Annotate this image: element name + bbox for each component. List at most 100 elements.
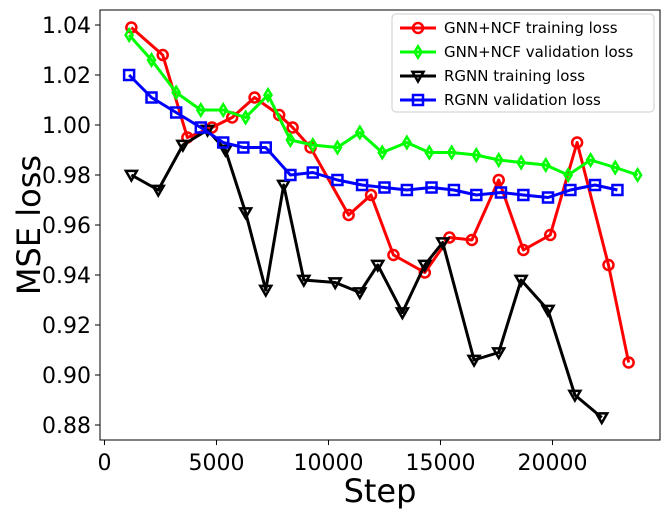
data-point	[370, 259, 386, 274]
legend-label: GNN+NCF validation loss	[444, 43, 634, 61]
data-point	[377, 144, 388, 161]
data-point	[513, 274, 529, 289]
data-point	[175, 139, 191, 154]
data-point	[259, 141, 273, 154]
x-tick-label: 20000	[517, 451, 587, 476]
x-tick-label: 0	[97, 451, 111, 476]
data-point	[307, 136, 318, 154]
data-point	[124, 26, 135, 44]
legend-item: RGNN training loss	[400, 67, 585, 85]
data-point	[540, 304, 556, 319]
data-point	[248, 91, 261, 104]
data-point	[276, 179, 292, 194]
legend-item: RGNN validation loss	[400, 91, 601, 109]
legend-box	[391, 13, 655, 113]
data-point	[494, 186, 508, 199]
data-point	[622, 356, 635, 369]
data-point	[218, 101, 229, 119]
data-point	[171, 84, 182, 101]
data-point	[585, 151, 596, 169]
data-point	[342, 208, 355, 222]
data-point	[564, 183, 577, 197]
x-axis-title: Step	[344, 472, 417, 510]
data-point	[602, 258, 615, 272]
legend-item: GNN+NCF validation loss	[400, 43, 634, 61]
y-tick-label: 1.02	[42, 64, 91, 89]
data-point	[425, 181, 438, 194]
data-point	[284, 168, 297, 182]
data-point	[471, 146, 482, 164]
data-point	[563, 166, 574, 184]
data-point	[567, 389, 583, 404]
data-point	[258, 284, 274, 299]
data-point	[123, 169, 140, 184]
data-point	[169, 106, 183, 119]
y-tick-label: 0.88	[42, 414, 91, 439]
data-point	[492, 173, 505, 187]
data-point	[296, 274, 312, 289]
data-point	[400, 183, 414, 197]
data-point	[352, 287, 368, 301]
legend-label: GNN+NCF training loss	[444, 19, 618, 37]
data-point	[588, 178, 602, 192]
data-point	[263, 86, 273, 104]
legend-label: RGNN training loss	[444, 67, 585, 85]
data-point	[145, 91, 158, 104]
y-tick-label: 0.96	[42, 214, 91, 239]
data-point	[378, 181, 391, 194]
data-point	[394, 307, 411, 321]
legend-item: GNN+NCF training loss	[400, 19, 618, 37]
legend: GNN+NCF training loss GNN+NCF validation …	[391, 13, 655, 113]
y-axis-title: MSE loss	[10, 155, 48, 295]
y-tick-label: 0.90	[42, 364, 91, 389]
data-point	[355, 178, 369, 192]
data-point	[286, 121, 299, 134]
data-point	[411, 21, 425, 35]
y-tick-label: 0.98	[42, 164, 91, 189]
data-point	[516, 154, 527, 171]
data-point	[632, 166, 643, 184]
ticks-layer: 0 5000 10000 15000 20000 0.88 0.90 0.92 0.94 0.96…	[42, 14, 587, 476]
series-2	[124, 26, 643, 184]
data-point	[517, 243, 530, 257]
data-point	[447, 183, 461, 197]
data-point	[470, 188, 483, 202]
data-point	[237, 141, 250, 154]
data-point	[364, 188, 378, 202]
data-point	[543, 228, 557, 242]
data-point	[611, 183, 624, 197]
data-point	[195, 101, 206, 119]
series-line	[128, 73, 618, 199]
data-point	[517, 188, 530, 202]
data-point	[610, 159, 621, 176]
data-point	[122, 68, 136, 82]
data-point	[466, 354, 482, 369]
data-point	[240, 109, 251, 126]
data-point	[446, 144, 457, 161]
data-point	[332, 139, 343, 156]
data-point	[194, 121, 208, 134]
series-line	[130, 26, 631, 363]
series-line	[130, 128, 603, 419]
data-point	[540, 156, 551, 174]
data-point	[424, 144, 435, 161]
y-tick-label: 1.00	[42, 114, 91, 139]
data-point	[410, 70, 426, 85]
data-point	[435, 237, 451, 251]
series-4	[122, 68, 624, 204]
data-point	[331, 173, 344, 187]
data-point	[327, 277, 343, 291]
data-point	[401, 134, 412, 151]
data-point	[411, 93, 425, 107]
data-point	[156, 48, 169, 62]
data-point	[354, 124, 365, 141]
series-layer	[122, 21, 643, 426]
y-tick-label: 0.92	[42, 314, 91, 339]
data-point	[493, 151, 504, 169]
y-tick-label: 1.04	[42, 14, 91, 39]
data-point	[217, 144, 234, 159]
data-point	[146, 51, 157, 69]
data-point	[417, 259, 433, 274]
data-point	[150, 184, 166, 199]
